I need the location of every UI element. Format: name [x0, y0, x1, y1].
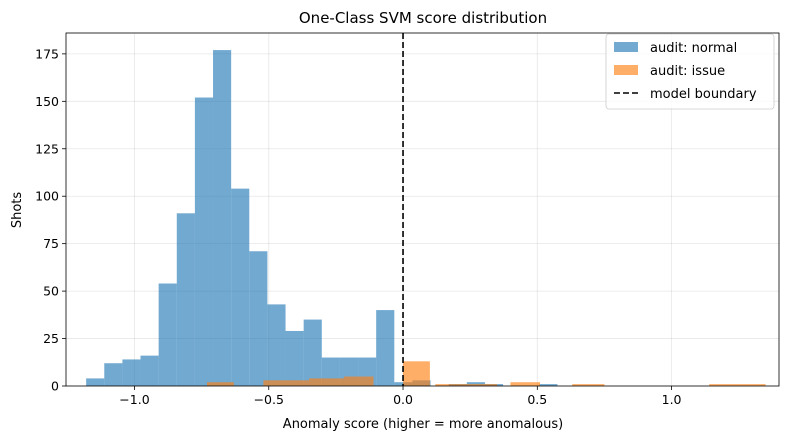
- y-tick-label: 25: [43, 331, 59, 346]
- x-axis-ticks: −1.0 −0.5 0.0 0.5 1.0: [119, 386, 682, 407]
- chart-title: One-Class SVM score distribution: [299, 9, 547, 27]
- normal-bar: [140, 355, 159, 386]
- legend: audit: normal audit: issue model boundar…: [605, 33, 775, 110]
- normal-bar: [303, 319, 322, 386]
- issue-bar: [572, 384, 605, 386]
- y-tick-label: 175: [35, 46, 59, 61]
- y-axis-ticks: 0 25 50 75 100 125 150 175: [35, 46, 66, 394]
- normal-bar: [194, 97, 214, 386]
- issue-bar: [709, 384, 766, 386]
- issue-bar: [510, 382, 540, 386]
- normal-bar: [213, 50, 232, 386]
- issue-bar: [403, 361, 430, 386]
- x-axis-label: Anomaly score (higher = more anomalous): [283, 417, 563, 432]
- normal-bar: [267, 304, 286, 386]
- legend-label-boundary: model boundary: [650, 87, 757, 102]
- normal-bar: [376, 310, 395, 386]
- series-normal-bars: [86, 50, 558, 386]
- legend-label-issue: audit: issue: [650, 64, 725, 79]
- x-tick-label: 0.0: [393, 392, 413, 407]
- x-tick-label: 0.5: [527, 392, 547, 407]
- y-tick-label: 150: [35, 94, 59, 109]
- legend-label-normal: audit: normal: [650, 41, 737, 56]
- issue-bar: [309, 378, 344, 386]
- normal-bar: [249, 251, 268, 386]
- issue-bar: [263, 380, 310, 386]
- y-tick-label: 50: [43, 284, 59, 299]
- y-axis-label: Shots: [10, 192, 25, 229]
- legend-box: [605, 33, 775, 110]
- normal-bar: [285, 330, 304, 386]
- x-tick-label: −0.5: [254, 392, 284, 407]
- issue-bar: [343, 376, 374, 386]
- legend-swatch-issue: [614, 65, 638, 75]
- y-tick-label: 75: [43, 236, 59, 251]
- legend-swatch-normal: [614, 42, 638, 52]
- plot-area-frame: [65, 32, 780, 387]
- normal-bar: [231, 188, 250, 386]
- x-tick-label: −1.0: [119, 392, 149, 407]
- normal-bar: [539, 384, 558, 386]
- issue-bar: [206, 382, 234, 386]
- normal-bar: [158, 283, 177, 386]
- normal-bar: [104, 363, 123, 386]
- y-tick-label: 125: [35, 141, 59, 156]
- series-issue-bars: [206, 361, 766, 386]
- x-tick-label: 1.0: [662, 392, 682, 407]
- issue-bar: [435, 384, 498, 386]
- y-tick-label: 100: [35, 189, 59, 204]
- normal-bar: [86, 378, 105, 386]
- y-tick-label: 0: [51, 379, 59, 394]
- normal-bar: [122, 359, 141, 386]
- normal-bar: [176, 213, 195, 386]
